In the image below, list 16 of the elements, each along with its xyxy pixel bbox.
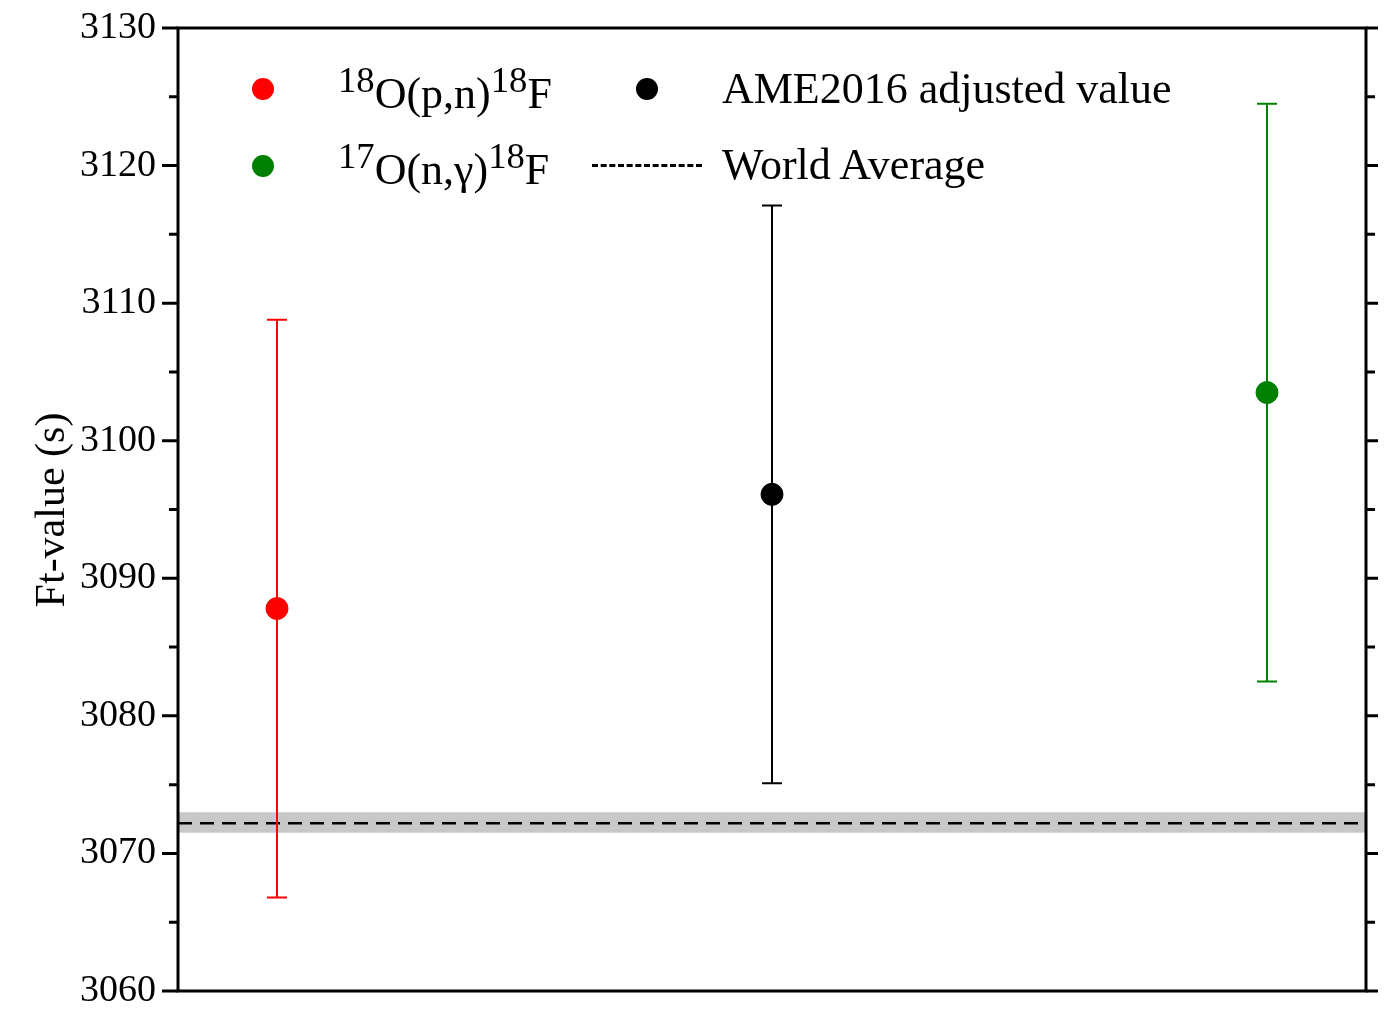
point xyxy=(1255,381,1279,405)
y-axis-title: Ft-value (s) xyxy=(27,412,73,607)
legend-label: World Average xyxy=(721,139,986,192)
y-tick-label: 3110 xyxy=(81,279,156,322)
y-tick-label: 3070 xyxy=(80,829,156,872)
point xyxy=(265,597,289,621)
y-tick-label: 3120 xyxy=(80,141,156,184)
legend-label: $^{17}$O(n,γ)$^{18}$F xyxy=(338,134,550,197)
legend-label: $^{18}$O(p,n)$^{18}$F xyxy=(338,58,552,120)
y-tick-label: 3130 xyxy=(80,3,156,46)
legend-label: AME2016 adjusted value xyxy=(721,62,1172,115)
y-tick-label: 3100 xyxy=(80,416,156,459)
point xyxy=(760,482,784,506)
y-tick-label: 3090 xyxy=(80,554,156,597)
y-tick-label: 3080 xyxy=(80,691,156,734)
y-tick-label: 3060 xyxy=(80,966,156,1009)
